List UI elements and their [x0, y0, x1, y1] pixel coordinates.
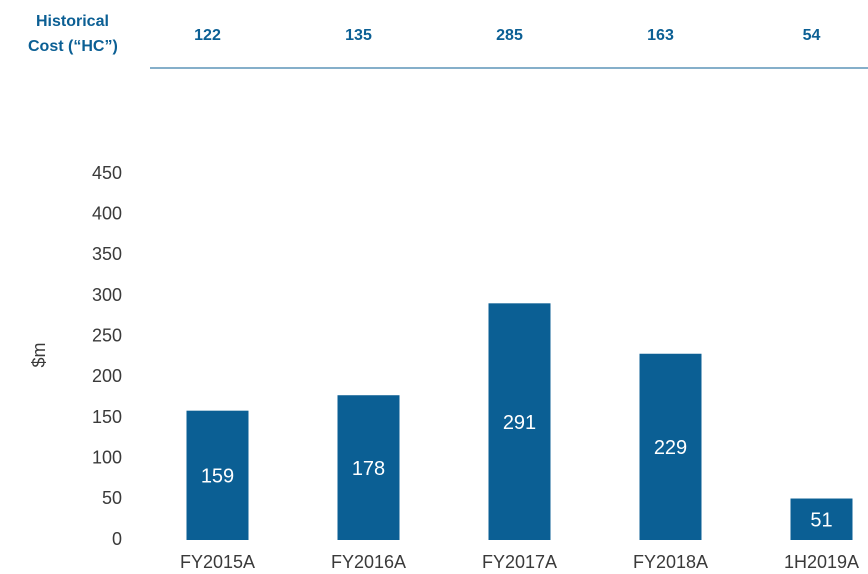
value-label: 51: [810, 510, 832, 532]
bar: [186, 410, 249, 540]
x-tick-label: FY2017A: [482, 552, 557, 572]
bar: [488, 303, 551, 540]
hc-label: Cost (“HC”): [28, 38, 118, 55]
value-label: 229: [654, 437, 687, 459]
y-tick-label: 450: [92, 163, 122, 183]
y-tick-label: 0: [112, 529, 122, 549]
hc-value: 54: [803, 27, 821, 44]
value-label: 159: [201, 466, 234, 488]
hc-value: 122: [194, 27, 221, 44]
bar: [337, 395, 400, 540]
value-label: 291: [503, 412, 536, 434]
y-tick-label: 300: [92, 285, 122, 305]
y-tick-label: 350: [92, 244, 122, 264]
hc-value: 135: [345, 27, 372, 44]
y-tick-label: 250: [92, 325, 122, 345]
bar: [639, 353, 702, 540]
y-tick-label: 150: [92, 407, 122, 427]
x-tick-label: FY2016A: [331, 552, 406, 572]
x-tick-label: FY2018A: [633, 552, 708, 572]
x-tick-label: 1H2019A: [784, 552, 859, 572]
y-tick-label: 50: [102, 488, 122, 508]
hc-value: 285: [496, 27, 523, 44]
value-label: 178: [352, 458, 385, 480]
y-axis-label: $m: [29, 342, 49, 367]
y-tick-label: 200: [92, 366, 122, 386]
hc-value: 163: [647, 27, 674, 44]
x-tick-label: FY2015A: [180, 552, 255, 572]
y-tick-label: 100: [92, 447, 122, 467]
hc-label: Historical: [36, 13, 109, 30]
y-tick-label: 400: [92, 203, 122, 223]
bar: [790, 498, 853, 540]
